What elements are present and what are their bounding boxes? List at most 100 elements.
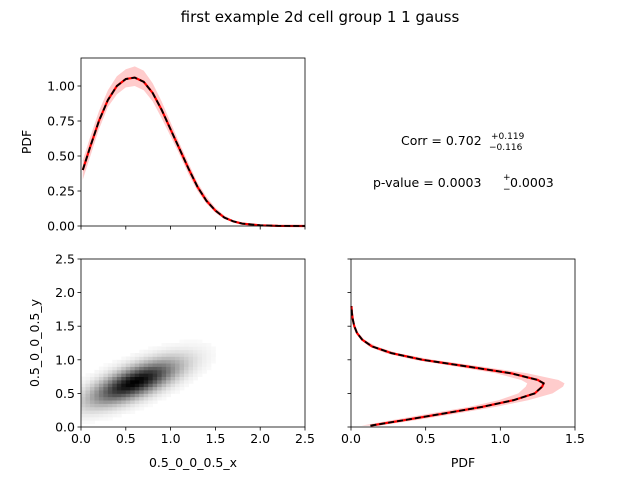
heatmap-cell bbox=[184, 363, 189, 367]
heatmap-cell bbox=[201, 366, 207, 371]
heatmap-cell bbox=[130, 410, 136, 414]
heatmap-cell bbox=[175, 356, 180, 361]
heatmap-cell bbox=[112, 403, 118, 408]
heatmap-cell bbox=[112, 406, 118, 411]
heatmap-cell bbox=[170, 356, 176, 361]
heatmap-cell bbox=[193, 369, 198, 374]
heatmap-cell bbox=[175, 376, 180, 381]
heatmap-cell bbox=[206, 346, 212, 351]
heatmap-cell bbox=[193, 353, 198, 357]
heatmap-cell bbox=[134, 376, 140, 381]
heatmap-cell bbox=[121, 386, 127, 391]
heatmap-cell bbox=[166, 353, 171, 357]
heatmap-cell bbox=[161, 396, 167, 401]
heatmap-cell bbox=[166, 386, 171, 391]
heatmap-cell bbox=[193, 349, 198, 354]
heatmap-cell bbox=[85, 416, 91, 421]
heatmap-cell bbox=[197, 369, 203, 374]
heatmap-cell bbox=[103, 383, 109, 388]
heatmap-cell bbox=[179, 343, 185, 347]
heatmap-cell bbox=[94, 393, 100, 398]
heatmap-cell bbox=[139, 353, 145, 357]
heatmap-cell bbox=[184, 379, 189, 384]
heatmap-cell bbox=[139, 359, 145, 364]
heatmap-cell bbox=[85, 406, 91, 411]
heatmap-cell bbox=[161, 353, 167, 357]
heatmap-cell bbox=[179, 373, 185, 377]
heatmap-cell bbox=[81, 396, 86, 401]
heatmap-cell bbox=[188, 353, 194, 357]
heatmap-cell bbox=[85, 386, 91, 391]
heatmap-cell bbox=[89, 406, 95, 411]
heatmap-cell bbox=[121, 403, 127, 408]
marginal-x-frame bbox=[80, 57, 306, 227]
heatmap-cell bbox=[170, 346, 176, 351]
heatmap-cell bbox=[107, 410, 113, 414]
heatmap-cell bbox=[121, 383, 127, 388]
heatmap-cell bbox=[112, 359, 118, 364]
heatmap-cell bbox=[94, 390, 100, 394]
marginal-y-frame bbox=[350, 258, 576, 428]
heatmap-cell bbox=[116, 369, 122, 374]
heatmap-cell bbox=[125, 396, 131, 401]
x-axis-label: 0.5_0_0_0.5_x bbox=[149, 455, 237, 470]
marginal-y-plot-area bbox=[350, 305, 565, 427]
heatmap-cell bbox=[188, 359, 194, 364]
heatmap-cell bbox=[89, 383, 95, 388]
heatmap-cell bbox=[139, 386, 145, 391]
heatmap-cell bbox=[94, 396, 100, 401]
heatmap-cell bbox=[85, 393, 91, 398]
heatmap-cell bbox=[152, 346, 158, 351]
heatmap-cell bbox=[143, 396, 149, 401]
heatmap-cell bbox=[130, 363, 136, 367]
heatmap-cell bbox=[98, 390, 104, 394]
heatmap-cell bbox=[85, 400, 91, 404]
heatmap-cell bbox=[116, 396, 122, 401]
heatmap-cell bbox=[98, 369, 104, 374]
heatmap-cell bbox=[139, 356, 145, 361]
heatmap-cell bbox=[103, 366, 109, 371]
heatmap-cell bbox=[179, 386, 185, 391]
heatmap-cell bbox=[193, 366, 198, 371]
heatmap-cell bbox=[130, 383, 136, 388]
heatmap-cell bbox=[148, 386, 154, 391]
heatmap-cell bbox=[94, 406, 100, 411]
heatmap-cell bbox=[130, 379, 136, 384]
heatmap-cell bbox=[121, 376, 127, 381]
heatmap-cell bbox=[166, 376, 171, 381]
heatmap-cell bbox=[98, 406, 104, 411]
heatmap-cell bbox=[94, 413, 100, 418]
heatmap-cell bbox=[81, 390, 86, 394]
heatmap-cell bbox=[134, 353, 140, 357]
heatmap-cell bbox=[116, 366, 122, 371]
heatmap-cell bbox=[152, 376, 158, 381]
heatmap-cell bbox=[152, 369, 158, 374]
heatmap-cell bbox=[116, 363, 122, 367]
heatmap-cell bbox=[206, 363, 212, 367]
heatmap-cell bbox=[139, 403, 145, 408]
heatmap-cell bbox=[206, 366, 212, 371]
joint-density-panel: 0.0 0.5 1.0 1.5 2.0 2.5 0.0 0.5 1.0 1.5 2.0 2.5 0.5_… bbox=[27, 252, 315, 471]
heatmap-cell bbox=[85, 420, 91, 425]
heatmap-cell bbox=[157, 356, 163, 361]
heatmap-cell bbox=[81, 376, 86, 381]
heatmap-cell bbox=[148, 363, 154, 367]
heatmap-cell bbox=[143, 356, 149, 361]
heatmap-cell bbox=[89, 413, 95, 418]
heatmap-cell bbox=[139, 373, 145, 377]
heatmap-cell bbox=[103, 363, 109, 367]
heatmap-cell bbox=[166, 359, 171, 364]
heatmap-cell bbox=[161, 373, 167, 377]
heatmap-cell bbox=[179, 376, 185, 381]
pvalue-text: p-value = 0.0003 bbox=[373, 175, 481, 190]
heatmap-cell bbox=[175, 346, 180, 351]
heatmap-cell bbox=[89, 386, 95, 391]
heatmap-cell bbox=[98, 383, 104, 388]
heatmap-cell bbox=[152, 356, 158, 361]
heatmap-cell bbox=[161, 346, 167, 351]
heatmap-cell bbox=[107, 376, 113, 381]
heatmap-cell bbox=[98, 386, 104, 391]
heatmap-cell bbox=[210, 356, 216, 361]
heatmap-cell bbox=[103, 400, 109, 404]
heatmap-cell bbox=[201, 353, 207, 357]
